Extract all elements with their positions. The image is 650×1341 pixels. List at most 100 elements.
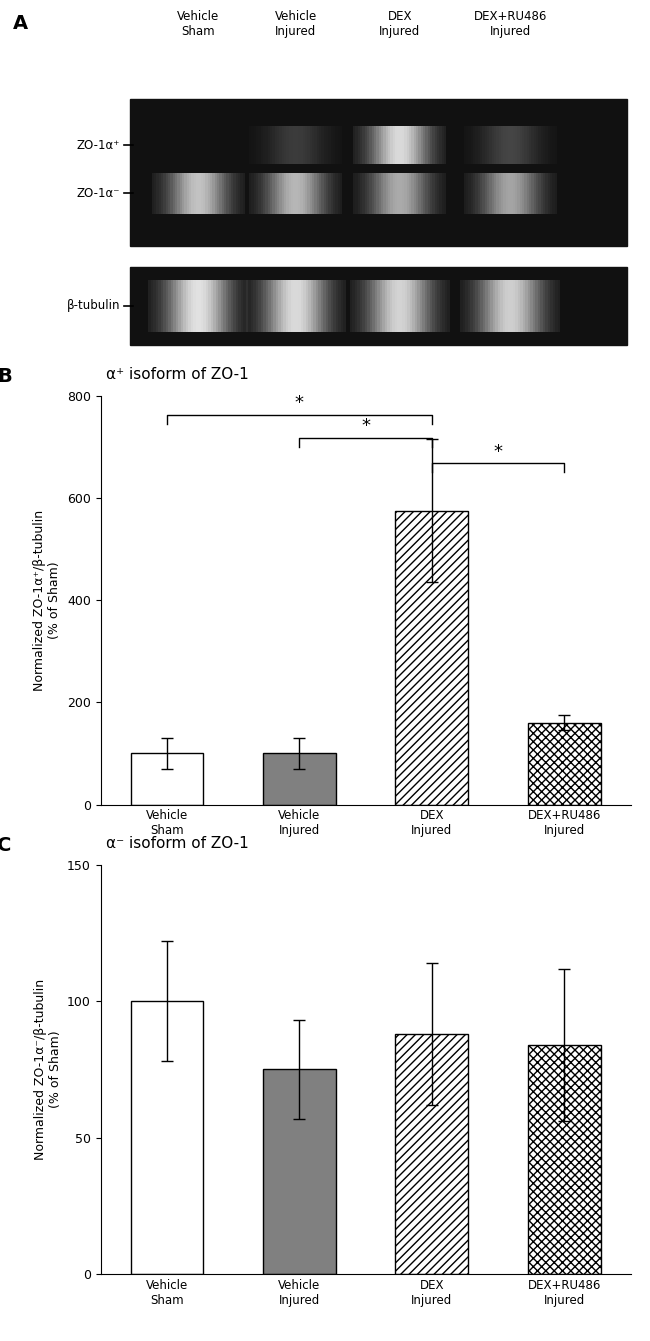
Bar xyxy=(475,280,478,331)
Bar xyxy=(482,173,484,213)
Bar xyxy=(365,280,367,331)
Bar xyxy=(307,173,309,213)
Bar xyxy=(168,280,171,331)
Bar xyxy=(259,126,261,164)
Bar xyxy=(395,1034,468,1274)
Bar xyxy=(313,280,316,331)
Bar xyxy=(379,126,381,164)
Bar xyxy=(298,173,300,213)
Bar xyxy=(550,173,552,213)
Bar xyxy=(517,126,519,164)
Bar xyxy=(444,173,447,213)
Bar xyxy=(430,173,432,213)
Bar xyxy=(370,280,372,331)
Bar xyxy=(224,280,226,331)
Bar xyxy=(525,126,527,164)
Bar xyxy=(416,173,419,213)
Bar xyxy=(395,126,397,164)
Bar xyxy=(518,280,520,331)
Bar xyxy=(326,126,328,164)
Text: *: * xyxy=(361,417,370,434)
Bar xyxy=(312,173,315,213)
Bar xyxy=(388,173,391,213)
Bar xyxy=(358,126,360,164)
Text: ZO-1α⁻: ZO-1α⁻ xyxy=(77,186,120,200)
Bar xyxy=(148,280,151,331)
Bar xyxy=(377,280,380,331)
Bar xyxy=(365,126,367,164)
Bar xyxy=(335,173,338,213)
Bar xyxy=(550,126,552,164)
Bar xyxy=(222,173,224,213)
Bar xyxy=(526,173,529,213)
Bar xyxy=(372,173,374,213)
Bar xyxy=(541,173,543,213)
Bar xyxy=(256,173,259,213)
Bar xyxy=(161,173,163,213)
Bar xyxy=(341,280,343,331)
Bar xyxy=(333,280,335,331)
Bar xyxy=(216,280,218,331)
Bar xyxy=(326,280,328,331)
Bar xyxy=(497,173,499,213)
Bar xyxy=(336,280,338,331)
Bar xyxy=(312,126,315,164)
Bar xyxy=(289,173,291,213)
Bar xyxy=(356,126,358,164)
Bar xyxy=(393,280,395,331)
Bar xyxy=(422,280,424,331)
Bar xyxy=(486,280,488,331)
Bar xyxy=(414,173,416,213)
Bar xyxy=(468,280,470,331)
Bar xyxy=(353,173,356,213)
Bar xyxy=(536,126,538,164)
Bar xyxy=(358,280,359,331)
Bar xyxy=(545,173,547,213)
Bar xyxy=(480,280,483,331)
Bar xyxy=(278,280,281,331)
Bar xyxy=(168,173,170,213)
Bar xyxy=(437,173,439,213)
Bar xyxy=(256,280,258,331)
Bar xyxy=(328,126,331,164)
Bar xyxy=(176,280,178,331)
Bar xyxy=(367,173,369,213)
Bar xyxy=(491,126,494,164)
Bar xyxy=(252,126,254,164)
Bar xyxy=(249,126,252,164)
Bar xyxy=(374,173,376,213)
Bar xyxy=(411,126,413,164)
Bar xyxy=(151,173,154,213)
Bar xyxy=(506,126,508,164)
Bar xyxy=(298,280,301,331)
Text: ZO-1α⁺: ZO-1α⁺ xyxy=(77,138,120,152)
Bar xyxy=(131,1002,203,1274)
Bar xyxy=(231,173,233,213)
Bar xyxy=(552,280,555,331)
Bar xyxy=(305,126,307,164)
Bar xyxy=(324,126,326,164)
Text: *: * xyxy=(493,443,502,460)
Bar xyxy=(528,1045,601,1274)
Bar xyxy=(513,280,515,331)
Bar xyxy=(318,280,320,331)
Bar xyxy=(218,280,221,331)
Bar xyxy=(533,280,535,331)
Bar xyxy=(437,126,439,164)
Bar xyxy=(333,173,335,213)
Bar xyxy=(523,280,525,331)
Bar xyxy=(352,280,355,331)
Text: α⁺ isoform of ZO-1: α⁺ isoform of ZO-1 xyxy=(106,367,249,382)
Bar xyxy=(324,173,326,213)
Bar xyxy=(471,173,473,213)
Bar xyxy=(296,173,298,213)
Bar xyxy=(186,280,188,331)
Bar xyxy=(385,280,387,331)
Bar xyxy=(235,173,238,213)
Bar xyxy=(421,173,423,213)
Bar xyxy=(363,126,365,164)
Text: DEX+RU486
Injured: DEX+RU486 Injured xyxy=(474,11,547,38)
Bar xyxy=(402,280,405,331)
Bar xyxy=(491,173,494,213)
Bar xyxy=(489,173,491,213)
